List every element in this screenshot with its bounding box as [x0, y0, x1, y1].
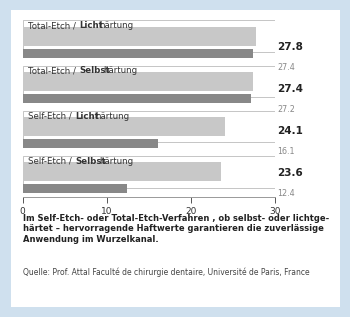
Text: Selbst: Selbst [75, 157, 106, 166]
Text: härtung: härtung [95, 112, 129, 121]
Text: Quelle: Prof. Attal Faculté de chirurgie dentaire, Université de Paris, France: Quelle: Prof. Attal Faculté de chirurgie… [23, 268, 309, 277]
Text: Selbst: Selbst [79, 67, 110, 75]
Text: Im Self-Etch- oder Total-Etch-Verfahren , ob selbst- oder lichtge-
härtet – herv: Im Self-Etch- oder Total-Etch-Verfahren … [23, 214, 329, 244]
Text: härtung: härtung [103, 67, 137, 75]
Text: 23.6: 23.6 [277, 168, 303, 178]
Text: Self-Etch / Licht: Self-Etch / Licht [28, 112, 95, 121]
Text: Self-Etch /: Self-Etch / [28, 112, 74, 121]
Text: 27.4: 27.4 [277, 84, 303, 94]
Text: 27.8: 27.8 [277, 42, 303, 52]
Text: Total-Etch / Licht: Total-Etch / Licht [28, 21, 99, 30]
Text: 27.4: 27.4 [277, 63, 295, 72]
Text: härtung: härtung [99, 157, 133, 166]
Text: 16.1: 16.1 [277, 147, 295, 156]
Bar [23, 139, 158, 148]
Bar [23, 49, 253, 58]
Text: Total-Etch /: Total-Etch / [28, 21, 78, 30]
Text: Self-Etch /: Self-Etch / [28, 157, 74, 166]
Text: Self-Etch / Selbst: Self-Etch / Selbst [28, 157, 101, 166]
Text: Total-Etch / Selbst: Total-Etch / Selbst [28, 67, 105, 75]
Text: 24.1: 24.1 [277, 126, 303, 136]
Text: Total-Etch /: Total-Etch / [28, 67, 78, 75]
Text: Licht: Licht [75, 112, 99, 121]
Bar [23, 27, 256, 46]
Bar [23, 184, 127, 193]
Text: Licht: Licht [79, 21, 103, 30]
FancyBboxPatch shape [23, 66, 275, 97]
Bar [23, 117, 225, 136]
Bar [23, 162, 221, 181]
FancyBboxPatch shape [23, 20, 275, 52]
Bar [23, 94, 251, 103]
Text: härtung: härtung [99, 21, 133, 30]
Text: 27.2: 27.2 [277, 105, 295, 113]
Bar [23, 72, 253, 91]
FancyBboxPatch shape [23, 156, 275, 187]
FancyBboxPatch shape [23, 111, 275, 142]
Text: 12.4: 12.4 [277, 189, 295, 198]
